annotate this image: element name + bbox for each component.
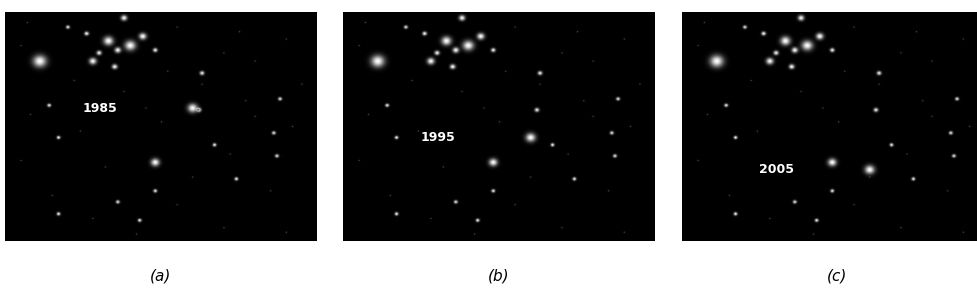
Text: (a): (a) [149, 269, 171, 284]
Text: (b): (b) [488, 269, 509, 284]
Text: 1995: 1995 [420, 131, 454, 144]
Text: (c): (c) [827, 269, 846, 284]
Text: 2005: 2005 [758, 163, 792, 176]
Text: 1985: 1985 [82, 101, 116, 115]
